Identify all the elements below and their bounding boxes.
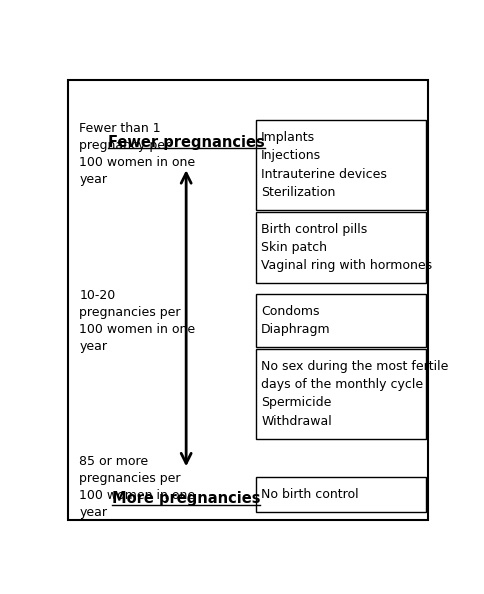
Text: Intrauterine devices: Intrauterine devices: [261, 168, 387, 181]
FancyBboxPatch shape: [256, 120, 426, 210]
FancyBboxPatch shape: [256, 349, 426, 438]
Text: days of the monthly cycle: days of the monthly cycle: [261, 378, 424, 391]
Text: 85 or more
pregnancies per
100 women in one
year: 85 or more pregnancies per 100 women in …: [79, 456, 196, 520]
Text: Vaginal ring with hormones: Vaginal ring with hormones: [261, 259, 432, 272]
Text: Diaphragm: Diaphragm: [261, 323, 331, 336]
FancyBboxPatch shape: [256, 477, 426, 512]
Text: Injections: Injections: [261, 150, 321, 162]
Text: Implants: Implants: [261, 131, 315, 144]
Text: Withdrawal: Withdrawal: [261, 415, 332, 428]
Text: No sex during the most fertile: No sex during the most fertile: [261, 360, 449, 373]
Text: Fewer than 1
pregnancy per
100 women in one
year: Fewer than 1 pregnancy per 100 women in …: [79, 122, 196, 185]
FancyBboxPatch shape: [256, 211, 426, 283]
FancyBboxPatch shape: [256, 294, 426, 347]
Text: Birth control pills: Birth control pills: [261, 223, 367, 236]
Text: Spermicide: Spermicide: [261, 396, 332, 409]
Text: No birth control: No birth control: [261, 488, 359, 501]
FancyBboxPatch shape: [68, 80, 428, 520]
Text: Sterilization: Sterilization: [261, 186, 335, 199]
Text: 10-20
pregnancies per
100 women in one
year: 10-20 pregnancies per 100 women in one y…: [79, 289, 196, 353]
Text: Condoms: Condoms: [261, 305, 319, 318]
Text: Skin patch: Skin patch: [261, 241, 327, 254]
Text: Fewer pregnancies: Fewer pregnancies: [108, 135, 265, 150]
Text: More pregnancies: More pregnancies: [112, 491, 260, 507]
